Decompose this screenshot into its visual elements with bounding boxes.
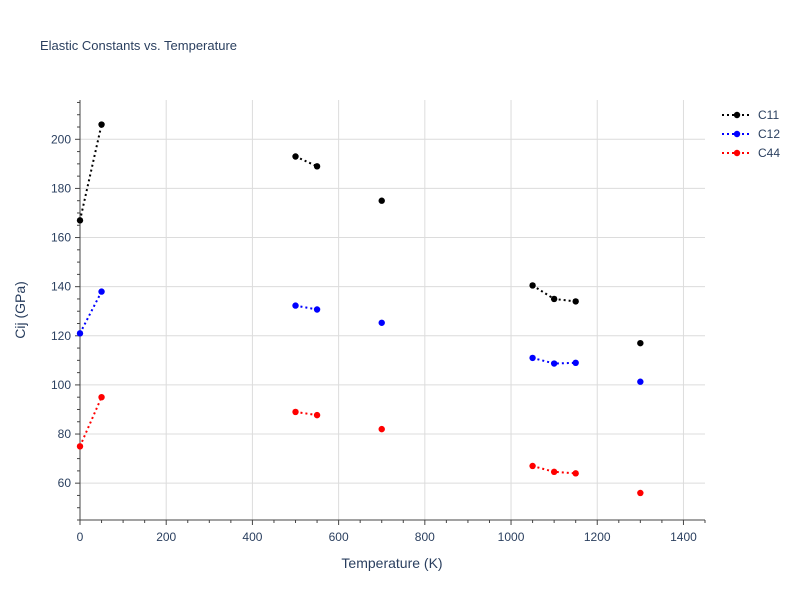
y-tick-label: 60	[58, 476, 72, 490]
series-line	[532, 356, 576, 365]
y-tick-label: 180	[51, 181, 71, 195]
series-line	[79, 124, 103, 221]
data-point[interactable]	[572, 298, 579, 305]
y-tick-label: 140	[51, 280, 71, 294]
data-point[interactable]	[550, 295, 558, 303]
legend-label: C44	[758, 146, 780, 160]
legend[interactable]: C11 C12 C44	[722, 108, 780, 160]
legend-label: C11	[758, 108, 779, 122]
data-point[interactable]	[637, 378, 644, 385]
data-point[interactable]	[550, 468, 558, 476]
data-point[interactable]	[76, 443, 84, 450]
series-c44	[76, 393, 644, 497]
data-point[interactable]	[529, 282, 536, 289]
data-point[interactable]	[292, 153, 299, 160]
data-point[interactable]	[292, 302, 299, 309]
series-line	[295, 410, 318, 417]
series-line	[79, 291, 103, 334]
data-point[interactable]	[378, 197, 385, 204]
legend-swatch-marker	[733, 111, 741, 119]
data-point[interactable]	[637, 489, 644, 497]
data-point[interactable]	[572, 470, 579, 477]
legend-item-c12[interactable]: C12	[722, 127, 780, 141]
series-c12	[76, 288, 644, 385]
y-tick-label: 80	[58, 427, 72, 441]
data-point[interactable]	[378, 319, 385, 326]
x-tick-label: 600	[329, 530, 349, 544]
data-point[interactable]	[529, 354, 536, 362]
x-tick-label: 1000	[498, 530, 525, 544]
series-c11	[76, 121, 644, 347]
series-line	[295, 155, 318, 168]
data-point[interactable]	[572, 359, 579, 367]
x-tick-label: 400	[242, 530, 262, 544]
data-point[interactable]	[98, 393, 105, 401]
series-line	[79, 396, 103, 447]
data-point[interactable]	[76, 330, 84, 337]
y-tick-label: 160	[51, 231, 71, 245]
y-axis-title: Cij (GPa)	[12, 281, 28, 339]
data-point[interactable]	[313, 163, 321, 170]
x-tick-label: 1400	[670, 530, 697, 544]
x-tick-label: 200	[156, 530, 176, 544]
x-tick-label: 0	[77, 530, 84, 544]
data-point[interactable]	[76, 217, 84, 224]
data-point[interactable]	[313, 306, 321, 313]
legend-swatch-marker	[733, 149, 741, 157]
data-point[interactable]	[529, 462, 536, 470]
series-line	[532, 464, 576, 475]
data-point[interactable]	[378, 425, 385, 433]
y-tick-label: 200	[51, 132, 71, 146]
data-point[interactable]	[98, 288, 105, 295]
axis-layer: 0 200 400 600 800 1000 1200 1400 60 80 100 120 140 16…	[51, 100, 706, 544]
data-point[interactable]	[98, 121, 105, 128]
y-tick-label: 120	[51, 329, 71, 343]
y-tick-label: 100	[51, 378, 71, 392]
data-point[interactable]	[550, 360, 558, 367]
data-point[interactable]	[292, 408, 299, 416]
x-axis-title: Temperature (K)	[341, 555, 442, 571]
legend-label: C12	[758, 127, 780, 141]
legend-item-c44[interactable]: C44	[722, 146, 780, 160]
data-point[interactable]	[637, 339, 644, 347]
data-point[interactable]	[313, 411, 321, 419]
series-layer	[76, 121, 644, 497]
x-tick-label: 1200	[584, 530, 611, 544]
chart-title: Elastic Constants vs. Temperature	[40, 38, 237, 53]
legend-swatch-marker	[733, 130, 741, 138]
grid-layer	[80, 100, 705, 520]
series-line	[295, 304, 318, 311]
x-tick-label: 800	[415, 530, 435, 544]
legend-item-c11[interactable]: C11	[722, 108, 779, 122]
